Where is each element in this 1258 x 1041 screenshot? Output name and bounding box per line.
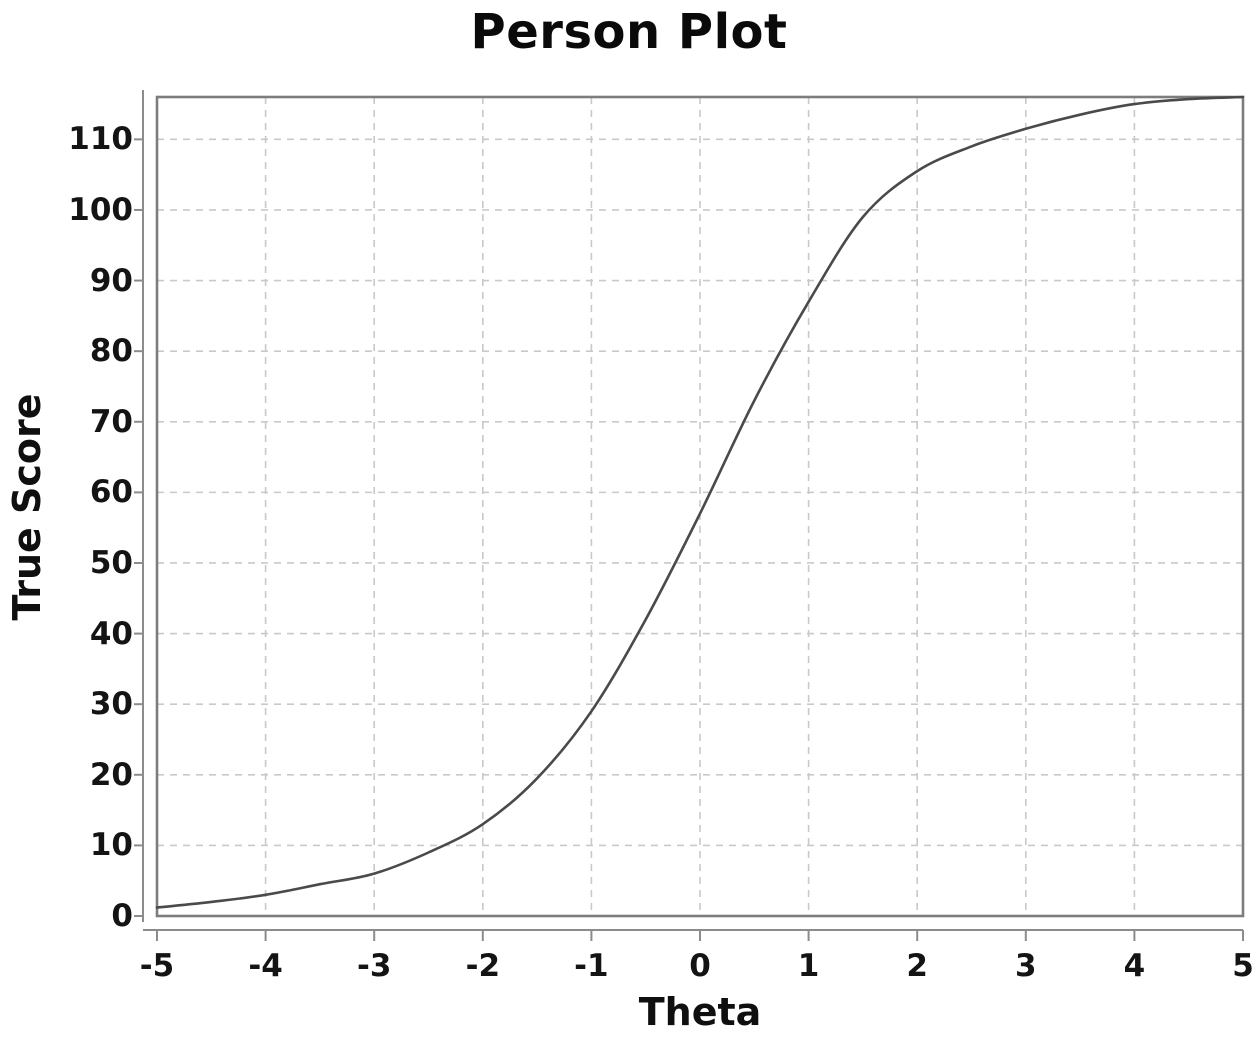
y-tick-label: 110 bbox=[68, 121, 133, 158]
x-tick-label: 0 bbox=[689, 948, 711, 984]
x-tick-label: 1 bbox=[797, 948, 820, 984]
true-score-curve bbox=[155, 95, 1245, 909]
x-tick-label: -4 bbox=[248, 948, 283, 984]
x-tick-label: -2 bbox=[465, 948, 501, 984]
y-tick-label: 90 bbox=[89, 262, 133, 299]
y-tick-label: 60 bbox=[89, 474, 133, 511]
y-tick-label: 70 bbox=[89, 403, 133, 440]
y-tick-label: 40 bbox=[89, 615, 133, 652]
chart-title: Person Plot bbox=[470, 4, 788, 60]
y-tick-label: 80 bbox=[89, 333, 133, 370]
x-tick-label: -3 bbox=[356, 948, 392, 984]
y-axis-title: True Score bbox=[5, 393, 49, 621]
y-tick-label: 20 bbox=[89, 756, 133, 793]
y-tick-label: 10 bbox=[89, 827, 133, 864]
x-tick-label: 2 bbox=[906, 948, 928, 984]
x-tick-label: -5 bbox=[139, 948, 175, 984]
x-axis-title: Theta bbox=[638, 990, 762, 1034]
x-tick-label: 4 bbox=[1123, 948, 1146, 984]
x-tick-label: -1 bbox=[574, 948, 609, 984]
y-tick-label: 50 bbox=[89, 544, 133, 581]
x-tick-label: 5 bbox=[1232, 948, 1254, 984]
plot-frame bbox=[155, 95, 1245, 918]
y-tick-label: 30 bbox=[89, 686, 133, 723]
y-tick-label: 100 bbox=[68, 191, 133, 228]
y-tick-label: 0 bbox=[111, 898, 133, 934]
x-tick-label: 3 bbox=[1015, 948, 1037, 984]
